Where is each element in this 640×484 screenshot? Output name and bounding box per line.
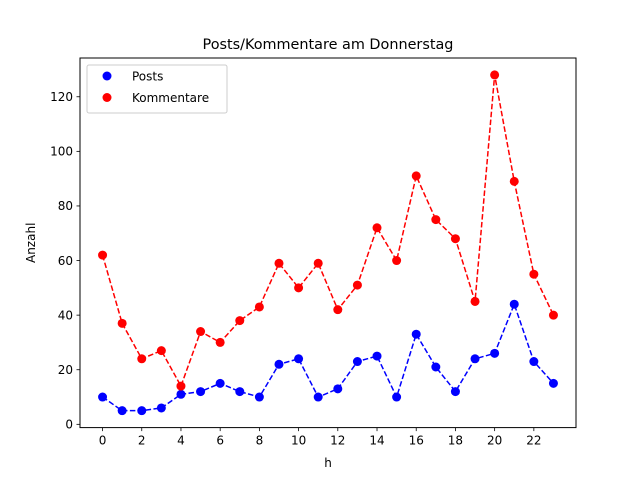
y-tick-label-40: 40 <box>58 308 73 322</box>
data-point-posts-1 <box>117 406 127 416</box>
y-axis-ticks: 0 20 40 60 80 100 120 <box>50 90 80 432</box>
data-point-kommentare-8 <box>254 302 264 312</box>
data-point-posts-17 <box>431 362 441 372</box>
x-tick-label-20: 20 <box>487 434 502 448</box>
data-point-posts-23 <box>548 378 558 388</box>
x-tick-label-0: 0 <box>99 434 107 448</box>
x-tick-label-16: 16 <box>409 434 424 448</box>
legend-box <box>86 64 228 114</box>
x-tick-label-22: 22 <box>526 434 541 448</box>
data-point-kommentare-16 <box>411 171 421 181</box>
data-point-posts-22 <box>529 357 539 367</box>
data-point-posts-19 <box>470 354 480 364</box>
data-point-kommentare-0 <box>98 250 108 260</box>
x-tick-label-18: 18 <box>448 434 463 448</box>
data-point-kommentare-4 <box>176 381 186 391</box>
y-tick-label-60: 60 <box>58 254 73 268</box>
data-point-posts-5 <box>196 387 206 397</box>
legend: Posts Kommentare <box>86 64 228 114</box>
data-point-kommentare-5 <box>196 327 206 337</box>
data-point-kommentare-10 <box>294 283 304 293</box>
x-tick-label-8: 8 <box>256 434 264 448</box>
data-point-posts-14 <box>372 351 382 361</box>
data-point-posts-3 <box>156 403 166 413</box>
x-tick-label-12: 12 <box>330 434 345 448</box>
series-line-kommentare <box>101 74 555 388</box>
data-point-kommentare-2 <box>137 354 147 364</box>
data-point-posts-10 <box>294 354 304 364</box>
data-point-posts-18 <box>450 387 460 397</box>
data-point-kommentare-20 <box>490 70 500 80</box>
y-tick-label-100: 100 <box>50 145 73 159</box>
data-point-posts-12 <box>333 384 343 394</box>
data-point-posts-9 <box>274 359 284 369</box>
data-point-kommentare-15 <box>392 256 402 266</box>
y-tick-label-80: 80 <box>58 199 73 213</box>
legend-label-posts: Posts <box>132 70 163 84</box>
data-point-kommentare-17 <box>431 215 441 225</box>
data-point-kommentare-11 <box>313 258 323 268</box>
data-point-kommentare-23 <box>548 310 558 320</box>
data-point-posts-6 <box>215 378 225 388</box>
x-axis-ticks: 0 2 4 6 8 10 12 14 16 18 20 22 <box>99 427 541 448</box>
y-axis-label: Anzahl <box>24 223 38 263</box>
data-point-kommentare-22 <box>529 269 539 279</box>
x-tick-label-6: 6 <box>216 434 224 448</box>
data-point-posts-20 <box>490 348 500 358</box>
plot-frame <box>79 57 577 429</box>
data-point-posts-16 <box>411 329 421 339</box>
data-point-kommentare-14 <box>372 223 382 233</box>
data-point-kommentare-19 <box>470 296 480 306</box>
data-point-posts-11 <box>313 392 323 402</box>
data-point-posts-21 <box>509 299 519 309</box>
data-point-kommentare-18 <box>450 234 460 244</box>
data-point-kommentare-13 <box>352 280 362 290</box>
legend-marker-posts <box>102 71 112 81</box>
data-point-posts-0 <box>98 392 108 402</box>
x-tick-label-2: 2 <box>138 434 146 448</box>
legend-marker-kommentare <box>102 93 112 102</box>
x-axis-label: h <box>324 456 332 470</box>
data-point-posts-8 <box>254 392 264 402</box>
data-point-kommentare-1 <box>117 318 127 328</box>
data-point-kommentare-9 <box>274 258 284 268</box>
y-tick-label-120: 120 <box>50 90 73 104</box>
data-point-posts-15 <box>392 392 402 402</box>
x-tick-label-14: 14 <box>369 434 384 448</box>
data-point-kommentare-12 <box>333 305 343 315</box>
data-point-kommentare-21 <box>509 176 519 186</box>
data-point-kommentare-7 <box>235 316 245 326</box>
data-point-posts-13 <box>352 357 362 367</box>
y-tick-label-0: 0 <box>65 418 73 432</box>
x-tick-label-4: 4 <box>177 434 185 448</box>
data-point-kommentare-3 <box>156 346 166 356</box>
x-tick-label-10: 10 <box>291 434 306 448</box>
data-point-kommentare-6 <box>215 337 225 347</box>
legend-label-kommentare: Kommentare <box>132 91 209 105</box>
data-point-posts-7 <box>235 387 245 397</box>
series-layer <box>98 70 558 416</box>
data-point-posts-4 <box>176 389 186 399</box>
y-tick-label-20: 20 <box>58 363 73 377</box>
chart-title: Posts/Kommentare am Donnerstag <box>203 37 454 53</box>
data-point-posts-2 <box>137 406 147 416</box>
